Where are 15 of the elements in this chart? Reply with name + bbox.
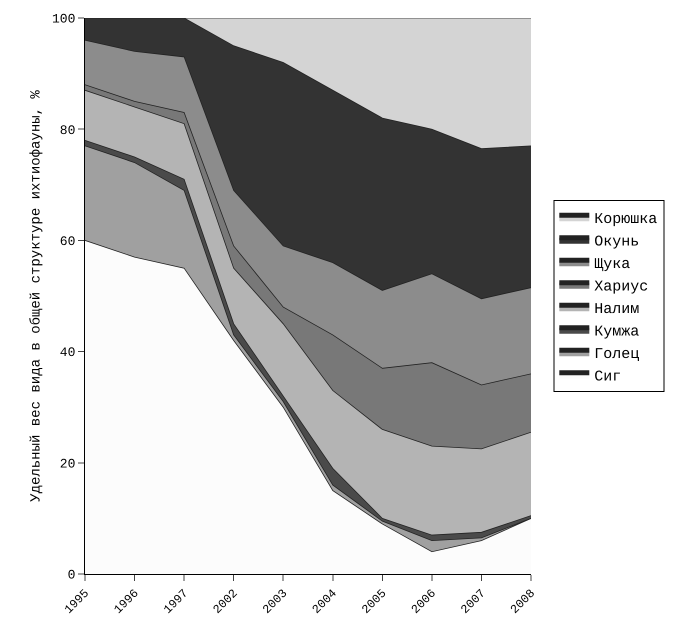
y-tick-label: 40 (60, 345, 76, 360)
legend-label: Корюшка (594, 211, 658, 228)
y-tick-label: 60 (60, 234, 76, 249)
legend-label: Налим (594, 301, 640, 318)
y-tick-label: 100 (52, 12, 76, 27)
y-axis-title: Удельный вес вида в общей структуре ихтиофауны, % (28, 90, 45, 502)
y-tick-label: 80 (60, 122, 76, 138)
legend-label: Голец (594, 346, 640, 364)
y-tick-label: 20 (60, 456, 76, 472)
legend-label: Щука (594, 256, 630, 274)
y-tick-label: 0 (68, 568, 76, 583)
legend-label: Сиг (594, 368, 622, 386)
legend-label: Окунь (594, 234, 640, 251)
legend-label: Хариус (594, 278, 648, 296)
legend-label: Кумжа (594, 324, 640, 341)
